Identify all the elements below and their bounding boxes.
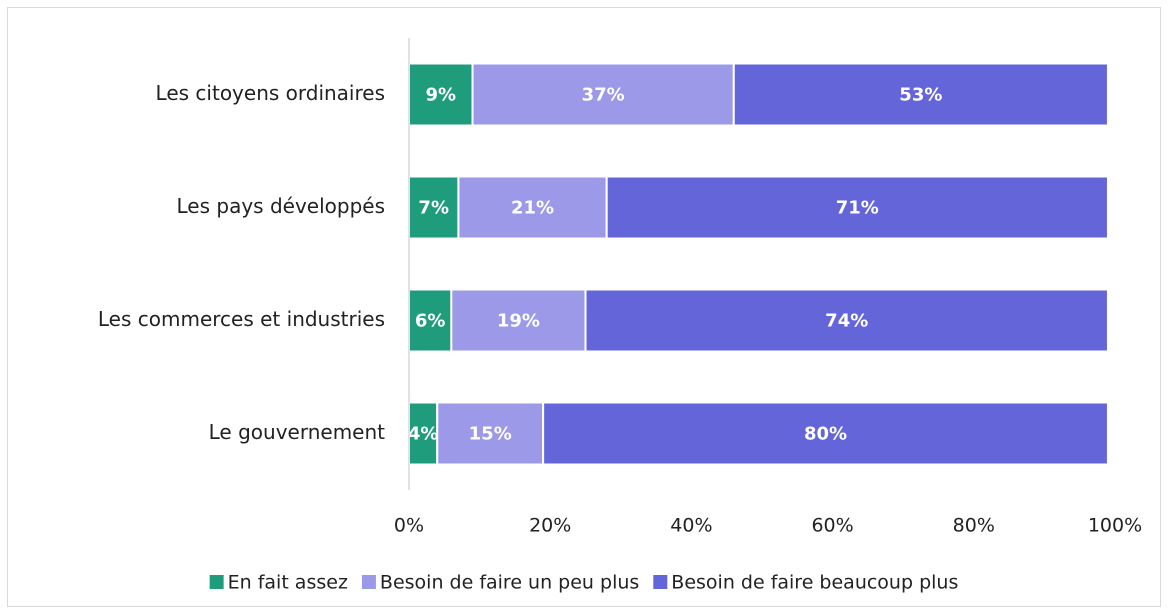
bar-segment	[584, 288, 1109, 353]
data-label: 19%	[497, 311, 540, 332]
x-tick-label: 20%	[529, 515, 571, 537]
bar-segment	[542, 401, 1109, 466]
legend-label: Besoin de faire beaucoup plus	[671, 572, 958, 594]
data-label: 74%	[825, 311, 868, 332]
bar-segment	[457, 175, 608, 240]
legend-label: Besoin de faire un peu plus	[380, 572, 639, 594]
data-label: 71%	[836, 198, 879, 219]
chart-frame	[7, 7, 1161, 607]
bar-segment	[436, 401, 545, 466]
y-tick-label: Le gouvernement	[209, 420, 386, 444]
legend-label: En fait assez	[228, 572, 348, 594]
data-label: 37%	[582, 85, 625, 106]
data-label: 6%	[415, 311, 446, 332]
y-tick-label: Les commerces et industries	[98, 307, 385, 331]
legend-swatch	[361, 575, 376, 589]
x-tick-label: 60%	[811, 515, 853, 537]
legend-swatch	[653, 575, 668, 589]
bar-segment	[450, 288, 587, 353]
x-tick-label: 80%	[953, 515, 995, 537]
x-tick-label: 40%	[670, 515, 712, 537]
data-label: 21%	[511, 198, 554, 219]
data-label: 53%	[899, 85, 942, 106]
data-label: 9%	[425, 85, 456, 106]
data-label: 80%	[804, 424, 847, 445]
bar-segment	[732, 62, 1109, 127]
bar-segment	[605, 175, 1109, 240]
y-tick-label: Les pays développés	[177, 194, 386, 218]
x-tick-label: 100%	[1088, 515, 1142, 537]
data-label: 15%	[469, 424, 512, 445]
legend-swatch	[209, 575, 224, 589]
data-label: 4%	[408, 424, 439, 445]
data-label: 7%	[418, 198, 449, 219]
x-tick-label: 0%	[394, 515, 424, 537]
y-tick-label: Les citoyens ordinaires	[156, 81, 385, 105]
bar-segment	[471, 62, 735, 127]
